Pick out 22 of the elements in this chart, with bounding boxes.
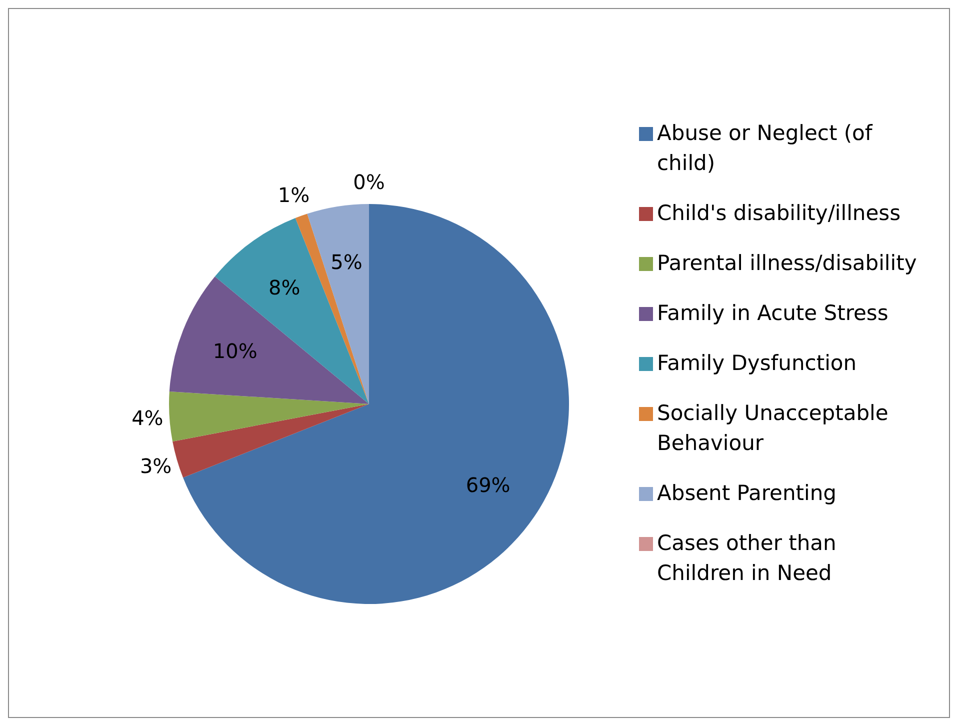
pie-slice: [307, 204, 369, 404]
data-label: 69%: [466, 472, 510, 497]
data-label: 8%: [268, 276, 300, 300]
data-label: 10%: [212, 338, 258, 363]
legend-label: Cases other than Children in Need: [657, 530, 838, 587]
text: 0%: [353, 170, 385, 194]
pie-slice: [183, 204, 569, 604]
legend-label: Child's disability/illness: [657, 200, 902, 227]
legend-label: Socially Unacceptable Behaviour: [657, 400, 890, 457]
data-label: 4%: [132, 406, 164, 430]
legend-label: Absent Parenting: [657, 480, 838, 507]
data-label: 5%: [330, 250, 362, 274]
pie-slice: [169, 391, 369, 442]
pie-slice: [169, 276, 369, 404]
legend-label: Family in Acute Stress: [657, 300, 890, 327]
data-label: 3%: [140, 454, 172, 478]
legend-label: Abuse or Neglect (of child): [657, 120, 874, 177]
legend-label: Family Dysfunction: [657, 350, 858, 377]
data-label: 1%: [278, 183, 310, 208]
pie-slice: [214, 218, 369, 404]
legend-label: Parental illness/disability: [657, 250, 918, 277]
pie-slice: [172, 404, 369, 478]
